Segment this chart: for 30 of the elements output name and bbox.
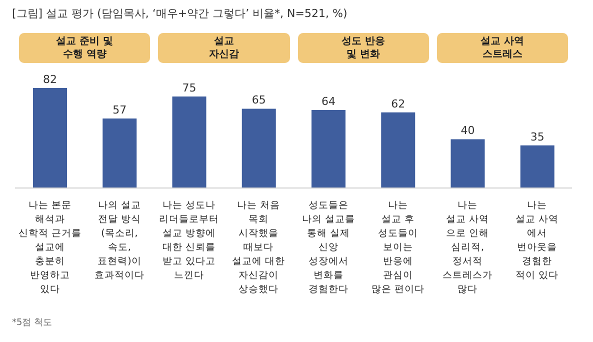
data-label: 40 (460, 124, 475, 138)
x-tick-label: 나는 설교 후 성도들이 보이는 반응에 관심이 많은 편이다 (371, 200, 424, 295)
text: 설교 사역 스트레스 (436, 33, 568, 63)
bar (381, 112, 416, 188)
x-tick-label: 나는 처음 목회 시작했을 때보다 설교에 대한 자신감이 상승했다 (232, 200, 286, 295)
data-label: 64 (322, 94, 336, 108)
data-label: 75 (182, 82, 196, 95)
bar (242, 108, 276, 188)
x-tick-label: 나는 본문 해석과 신학적 근거를 설교에 충분히 반영하고 있다 (18, 200, 82, 295)
x-tick-label: 나의 설교 전달 방식 (목소리, 속도, 표현력)이 효과적이다 (94, 200, 144, 281)
text: *5점 척도 (12, 317, 52, 329)
data-label: 62 (391, 97, 406, 110)
bar (102, 118, 137, 188)
data-label: 57 (112, 103, 127, 116)
chart-title: [그림] 설교 평가 (담임목사, ‘매우+약간 그렇다’ 비율*, N=521, %) (12, 6, 348, 21)
text: 설교 준비 및 수행 역량 (19, 33, 150, 63)
data-label: 65 (252, 94, 266, 107)
x-tick-label: 나는 설교 사역 에서 번아웃을 경험한 적이 있다 (516, 200, 559, 281)
x-tick-label: 성도들은 나의 설교를 통해 실제 신앙 성장에서 변화를 경험한다 (302, 200, 355, 295)
data-label: 35 (530, 130, 544, 144)
bar (450, 139, 485, 188)
bar (520, 145, 554, 188)
x-tick-label: 나는 설교 사역 으로 인해 심리적, 정서적 스트레스가 많다 (442, 200, 493, 295)
bar (33, 88, 67, 188)
bar (172, 96, 206, 188)
bar (312, 110, 346, 188)
text: 설교 자신감 (158, 33, 290, 63)
data-label: 82 (43, 73, 57, 86)
x-tick-label: 나는 성도나 리더들로부터 설교 방향에 대한 신뢰를 받고 있다고 느낀다 (159, 200, 220, 281)
text: 성도 반응 및 변화 (298, 33, 429, 63)
